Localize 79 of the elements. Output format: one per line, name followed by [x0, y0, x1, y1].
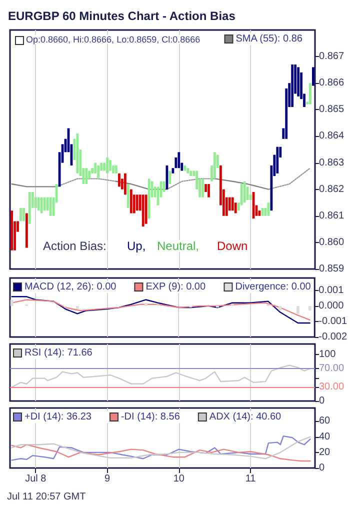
bar [40, 197, 43, 214]
bar [118, 173, 120, 187]
annotation: Action Bias: [43, 239, 106, 253]
legend-label: ADX (14): 40.60 [209, 412, 282, 422]
y-tick-label: 0.001 [318, 284, 344, 296]
bar [76, 134, 79, 174]
y-tick-label: 0.865 [319, 104, 344, 116]
y-tick-label: 70.00 [319, 363, 344, 374]
legend-label: -DI (14): 8.56 [120, 412, 180, 422]
bar [202, 178, 204, 198]
annotation: Op:0.8660, Hi:0.8666, Lo:0.8659, Cl:0.8666 [26, 34, 200, 44]
annotation: Neutral, [157, 239, 200, 253]
bar [22, 208, 25, 222]
bar [130, 189, 132, 214]
y-tick-label: 40 [319, 431, 331, 442]
bar [190, 170, 192, 176]
y-tick-label: -0.001 [318, 316, 348, 327]
bar [172, 168, 174, 174]
y-tick-label: 0.866 [319, 78, 344, 89]
y-tick-label: 0 [319, 396, 325, 406]
y-tick-label: 30.00 [319, 382, 344, 393]
legend-label: SMA (55): 0.86 [236, 34, 303, 44]
text: Jul 11 20:57 GMT [7, 492, 86, 502]
bar [28, 192, 31, 224]
bar [267, 202, 270, 216]
y-tick-label: 0.859 [319, 264, 344, 274]
bar [26, 213, 28, 248]
annotation: Down [217, 239, 248, 253]
legend-label: Divergence: 0.00 [235, 282, 312, 292]
bar [109, 160, 112, 171]
bar [186, 168, 190, 174]
bar [312, 67, 314, 86]
bar [136, 194, 138, 211]
y-tick-label: -0.002 [318, 332, 348, 342]
bar [178, 152, 180, 168]
legend-label: MACD (12, 26): 0.00 [24, 282, 117, 292]
y-tick-label: 0.862 [319, 184, 344, 195]
bar [144, 194, 148, 224]
bar [10, 210, 13, 250]
bar [115, 165, 118, 174]
bar [37, 197, 40, 211]
bar [184, 165, 186, 171]
bar [276, 146, 279, 174]
y-tick-label: 0.861 [319, 210, 344, 222]
y-tick-label: 60 [319, 416, 331, 427]
bar [85, 168, 88, 184]
y-tick-label: 0.863 [319, 157, 344, 168]
bar [126, 184, 130, 208]
bar [243, 181, 246, 203]
x-tick-label: 10 [173, 474, 185, 484]
y-tick-label: 0.000 [318, 300, 344, 312]
y-tick-label: 0 [319, 462, 325, 474]
bar [208, 184, 210, 198]
bar [231, 197, 234, 211]
bar [20, 208, 22, 222]
annotation: Up, [127, 239, 146, 253]
chart-title: EURGBP 60 Minutes Chart - Action Bias [8, 9, 236, 23]
legend-label: +DI (14): 36.23 [24, 412, 92, 422]
y-tick-label: 0.864 [319, 130, 344, 142]
y-tick-label: 0.867 [319, 51, 344, 62]
y-tick-label: 100 [319, 349, 336, 360]
x-tick-label: Jul 8 [25, 474, 47, 484]
bar [297, 67, 300, 96]
legend-label: EXP (9): 0.00 [146, 282, 206, 292]
bar [291, 64, 294, 108]
bar [106, 157, 108, 174]
legend-label: RSI (14): 71.66 [24, 348, 93, 358]
bar [43, 197, 46, 211]
x-tick-label: 11 [245, 474, 256, 484]
y-tick-label: 20 [319, 446, 331, 458]
x-tick-label: 9 [104, 474, 111, 484]
bar [124, 173, 126, 195]
bar [309, 83, 312, 104]
bar [148, 178, 150, 219]
y-tick-label: 0.860 [319, 236, 344, 248]
bar [214, 152, 216, 179]
bar [49, 197, 52, 216]
bar [142, 194, 144, 227]
bar [97, 165, 100, 179]
